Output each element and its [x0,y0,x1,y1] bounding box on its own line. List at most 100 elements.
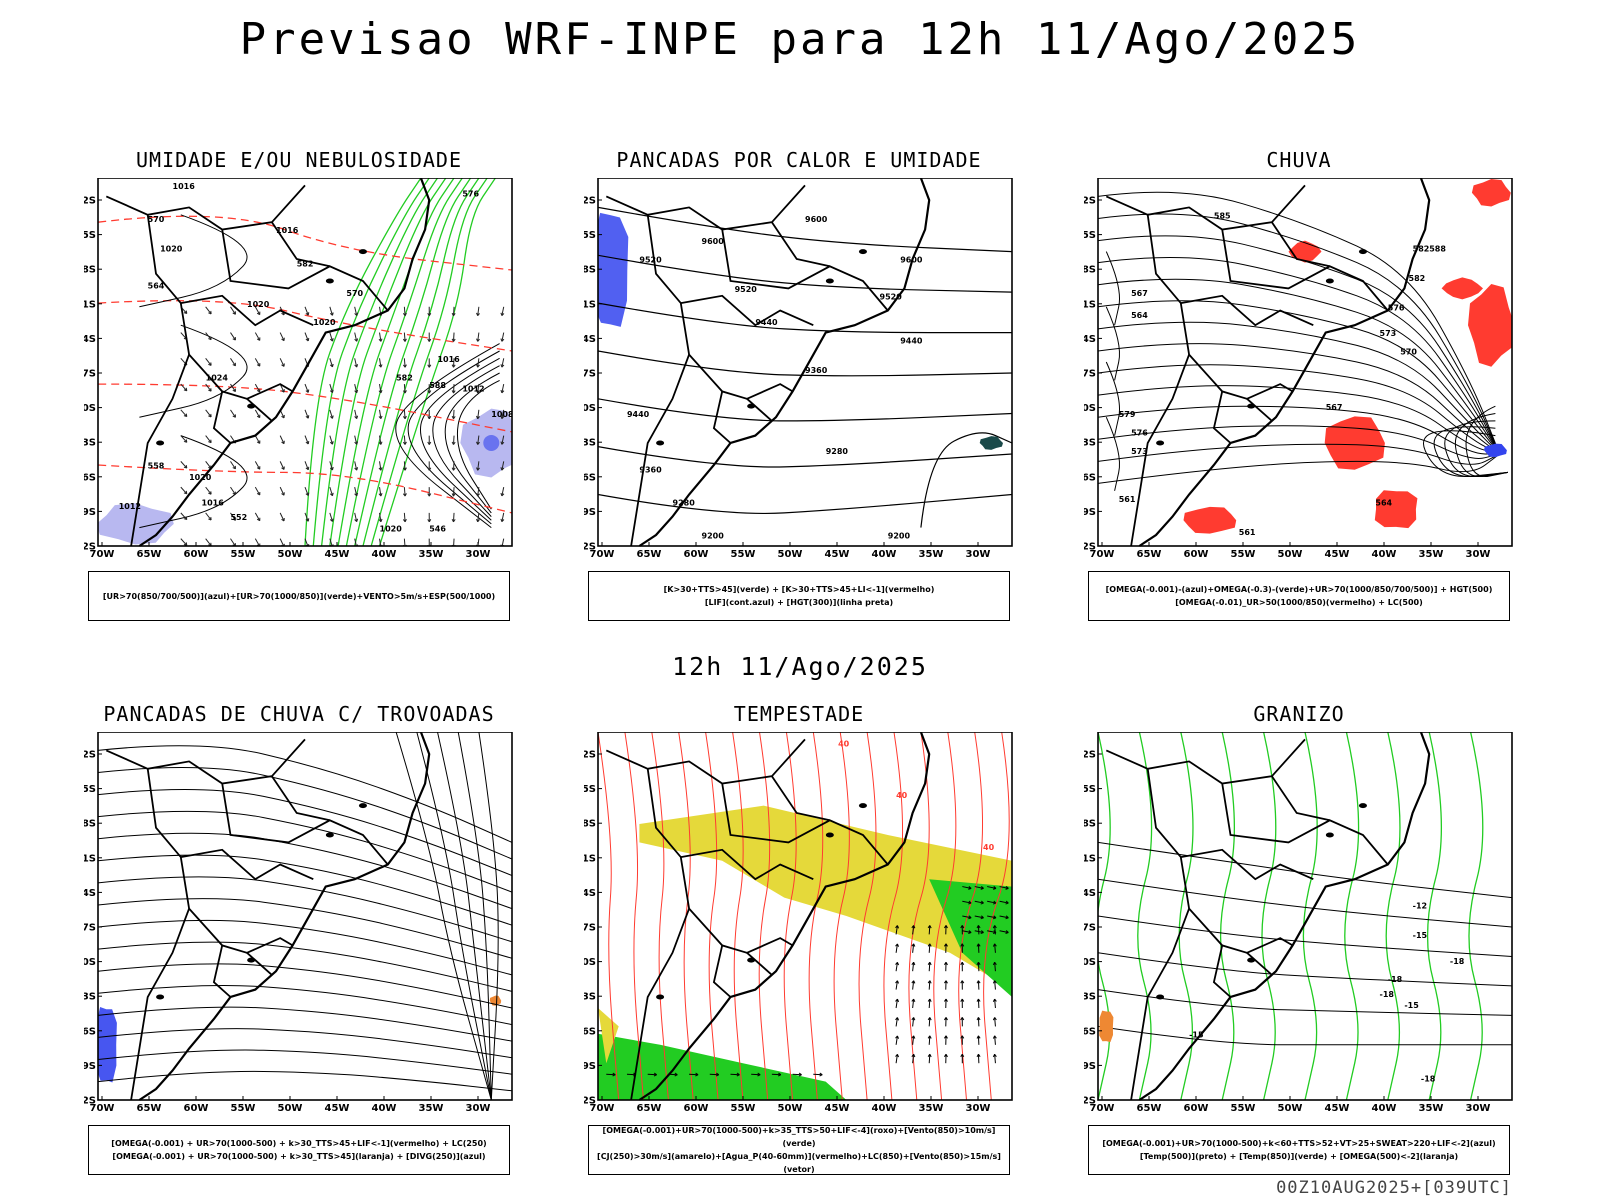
streamline [1433,426,1508,478]
wind-vector [476,364,480,368]
lake-marker [1358,803,1367,809]
wind-vector [500,364,505,368]
wind-vector [451,364,456,368]
wind-vector [453,538,455,546]
state-border [1130,354,1190,547]
lon-label: 65W [637,1103,662,1112]
state-border [188,353,294,400]
rain-area [1471,179,1511,207]
contour-label: 576 [1388,303,1405,312]
map-frame: 12S 15S 18S 21S 24S 27S 30S 33S 36S 39S 42S70W 65W 6… [584,178,1013,558]
state-border [688,353,794,400]
wind-vector [500,492,505,497]
wind-vector [927,925,932,929]
streamline-850 [933,732,957,1100]
lat-label: 15S [84,784,96,795]
temp-500-contour [1098,952,1512,987]
lake-marker [247,957,256,963]
wind-vector [960,1053,965,1058]
wind-vector [895,925,898,935]
wind-vector [928,925,931,935]
map-frame: 12S 15S 18S 21S 24S 27S 30S 33S 36S 39S 42S70W 65W 6… [84,732,513,1112]
frame-border [597,732,1013,1101]
state-border [105,738,306,785]
state-border [212,391,232,444]
state-border [271,775,330,822]
lat-label: 15S [584,230,596,241]
wind-vector [476,467,480,471]
wind-vector [427,441,432,445]
wind-vector [354,389,359,394]
wind-vector [912,943,915,953]
lat-label: 42S [1084,1096,1096,1107]
height-contour [598,302,1012,334]
wind-vector [183,387,188,392]
wind-vector [232,311,236,315]
wind-vector [911,1053,916,1058]
wind-vector [379,538,382,546]
lat-label: 30S [1084,957,1096,968]
wind-vector [304,461,309,470]
wind-vector [183,465,188,469]
contour-label: -15 [1189,1030,1204,1039]
lake-marker [747,403,756,409]
wind-vector [500,467,505,471]
legend-line: [OMEGA(-0.001)+UR>70(1000-500)+k>35_TTS>… [602,1126,996,1148]
coastline [138,732,431,1101]
state-border [1221,229,1389,312]
wind-vector [992,900,997,905]
map-tempestade: 40 40 40 12S 15S 18S 21S 24S 27S 30S 33S 36S 39S 42S7… [584,732,1013,1112]
lat-label: 24S [84,334,96,345]
wind-vector [304,435,309,445]
wind-vector [304,306,309,316]
temp-500-contour [1098,1025,1512,1046]
wind-vector [427,519,432,523]
wind-vector [354,358,358,368]
wind-vector [927,1017,932,1021]
lat-label: 24S [584,334,596,345]
wind-vector [305,492,310,496]
wind-vector [976,980,981,984]
wind-vector [895,925,900,929]
wind-vector [256,491,261,496]
lon-label: 50W [278,549,303,558]
lon-label: 60W [1184,1103,1209,1112]
map-granizo: -12 -15 -18 -18 -15 -18 -15 -18 12S 15S 18S 21S 24S 2… [1084,732,1513,1112]
wind-850-area [929,879,1012,997]
wind-vector [895,1017,900,1021]
wind-vector [895,1017,898,1027]
state-border [605,738,806,785]
wind-vector [256,337,261,341]
contour-label: 1016 [173,182,196,191]
state-border [246,398,273,422]
lon-label: 55W [231,1103,256,1112]
wind-vector [928,1054,931,1064]
thickness-contour [98,215,512,271]
coastline [638,178,931,547]
wind-vector [476,441,480,445]
wind-vector [180,538,188,546]
coastline [638,732,931,1101]
wind-vector [987,900,997,904]
lake-marker [1247,403,1256,409]
lat-label: 15S [1084,784,1096,795]
lake-marker [358,803,367,809]
lat-label: 18S [1084,819,1096,830]
map-frame: 12S 15S 18S 21S 24S 27S 30S 33S 36S 39S 42S70W 65W 6… [1084,178,1513,558]
lat-label: 12S [584,196,596,207]
wind-vector [402,467,407,471]
lat-label: 42S [84,1096,96,1107]
wind-vector [927,980,932,984]
wind-vector [402,390,407,394]
wind-vector [378,390,383,394]
wind-vector [911,1017,916,1021]
wind-vector [354,492,359,497]
wind-vector [895,943,898,953]
wind-vector [254,538,261,546]
wind-vector [695,1072,699,1077]
wind-vector [232,465,236,470]
humidity-contour-low [312,178,430,546]
panel-legend: [OMEGA(-0.001) + UR>70(1000-500) + k>30_… [88,1125,510,1175]
panel-title: PANCADAS POR CALOR E UMIDADE [616,148,982,172]
state-border [130,908,190,1101]
